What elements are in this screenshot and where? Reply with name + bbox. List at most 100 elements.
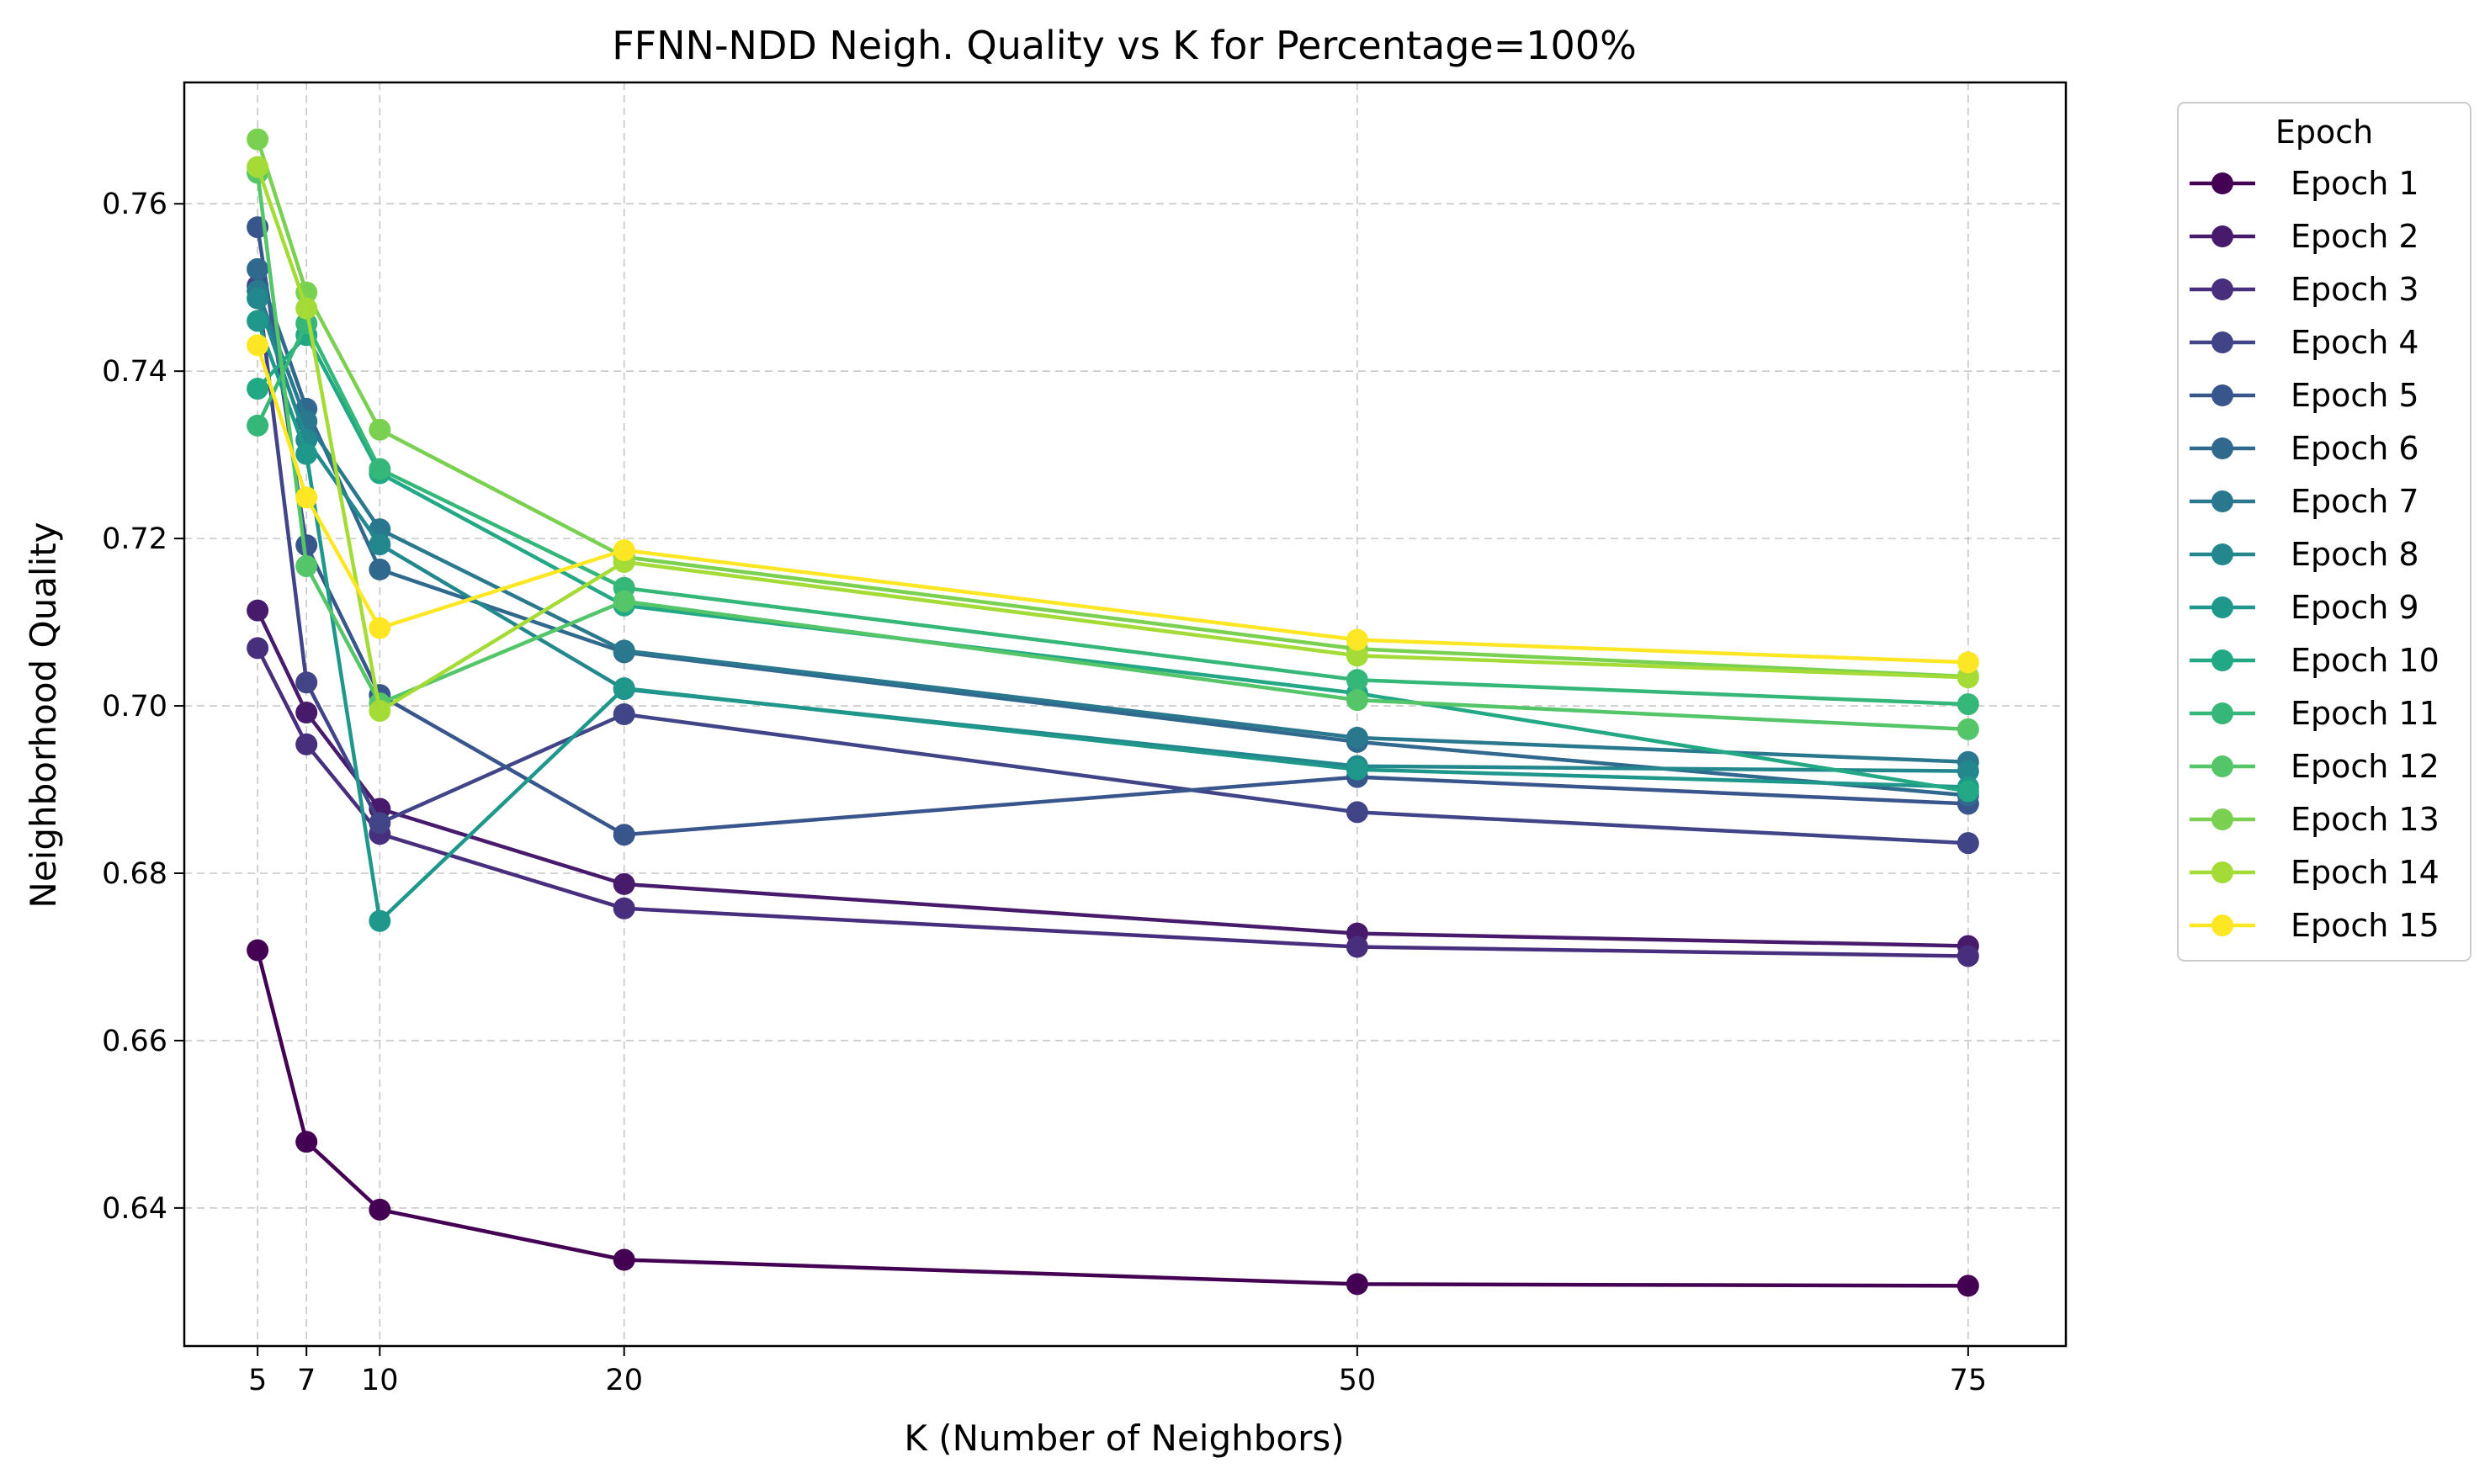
y-tick-label: 0.66	[102, 1025, 167, 1058]
legend-marker	[2211, 861, 2233, 883]
legend-label: Epoch 10	[2291, 642, 2440, 679]
data-point	[1956, 760, 1979, 782]
x-tick-label: 50	[1339, 1364, 1377, 1397]
data-point	[369, 700, 391, 723]
series-lines	[247, 128, 1979, 1297]
data-point	[295, 733, 318, 755]
axis-ticks: 5 7 10 20 50 75 0.64 0.66 0.68 0.70 0.72 0.74 0.76	[102, 188, 1987, 1397]
x-tick-label: 75	[1950, 1364, 1988, 1397]
data-point	[295, 486, 318, 509]
legend-label: Epoch 5	[2291, 377, 2419, 414]
data-point	[613, 539, 635, 562]
plot-area	[183, 81, 2068, 1348]
y-tick-label: 0.64	[102, 1192, 167, 1226]
legend-marker	[2211, 914, 2233, 936]
legend-marker	[2211, 755, 2233, 777]
legend-marker	[2211, 331, 2233, 353]
data-point	[369, 909, 391, 932]
data-point	[1956, 666, 1979, 689]
data-point	[247, 334, 269, 357]
x-tick-label: 7	[297, 1364, 316, 1397]
data-point	[1346, 758, 1368, 781]
legend-marker	[2211, 490, 2233, 512]
data-point	[369, 812, 391, 835]
data-point	[1346, 726, 1368, 749]
series-line	[255, 297, 1968, 773]
y-tick-label: 0.72	[102, 522, 167, 556]
data-point	[613, 703, 635, 725]
data-point	[1956, 651, 1979, 674]
data-point	[613, 590, 635, 612]
legend-label: Epoch 9	[2291, 589, 2419, 626]
series-epoch-3	[247, 637, 1979, 967]
legend-marker	[2211, 702, 2233, 724]
legend-marker	[2211, 278, 2233, 300]
data-point	[1956, 832, 1979, 855]
data-point	[1346, 689, 1368, 712]
legend-item-epoch-9: Epoch 9	[2190, 589, 2419, 626]
y-tick-label: 0.76	[102, 188, 167, 221]
legend-item-epoch-5: Epoch 5	[2190, 377, 2419, 414]
data-point	[369, 617, 391, 639]
data-point	[295, 534, 318, 557]
x-axis-label: K (Number of Neighbors)	[904, 1418, 1344, 1459]
series-line	[256, 321, 1968, 707]
legend-item-epoch-10: Epoch 10	[2190, 642, 2440, 679]
series-line	[255, 320, 1968, 923]
data-point	[1956, 945, 1979, 967]
legend-marker	[2211, 808, 2233, 830]
data-point	[295, 443, 318, 465]
legend-item-epoch-2: Epoch 2	[2190, 218, 2419, 255]
legend-label: Epoch 11	[2291, 695, 2440, 732]
data-point	[247, 257, 269, 280]
data-point	[247, 310, 269, 332]
x-tick-label: 10	[361, 1364, 399, 1397]
legend-item-epoch-1: Epoch 1	[2190, 165, 2419, 202]
legend-item-epoch-14: Epoch 14	[2190, 854, 2440, 891]
x-tick-label: 20	[605, 1364, 643, 1397]
series-line	[255, 166, 1968, 713]
legend-label: Epoch 3	[2291, 271, 2419, 308]
series-line	[255, 268, 1968, 798]
data-point	[295, 702, 318, 724]
x-tick-label: 5	[248, 1364, 267, 1397]
series-line	[255, 949, 1968, 1288]
y-tick-label: 0.68	[102, 857, 167, 891]
legend-label: Epoch 14	[2291, 854, 2440, 891]
legend-box	[2177, 102, 2471, 962]
data-point	[369, 1198, 391, 1221]
series-line	[255, 285, 1968, 845]
legend-item-epoch-12: Epoch 12	[2190, 748, 2440, 785]
legend-label: Epoch 13	[2291, 801, 2440, 838]
data-point	[295, 671, 318, 694]
legend-label: Epoch 4	[2291, 324, 2419, 361]
data-point	[247, 637, 269, 660]
y-tick-label: 0.74	[102, 355, 167, 389]
series-line	[255, 344, 1968, 665]
data-point	[369, 558, 391, 580]
legend-item-epoch-11: Epoch 11	[2190, 695, 2440, 732]
legend-label: Epoch 12	[2291, 748, 2440, 785]
legend-label: Epoch 6	[2291, 430, 2419, 467]
legend-marker	[2211, 437, 2233, 459]
legend-label: Epoch 2	[2291, 218, 2419, 255]
data-point	[369, 458, 391, 480]
data-point	[1956, 718, 1979, 740]
legend-item-epoch-6: Epoch 6	[2190, 430, 2419, 467]
data-point	[613, 639, 635, 662]
series-epoch-11	[247, 312, 1979, 716]
chart-title: FFNN-NDD Neigh. Quality vs K for Percent…	[612, 23, 1637, 68]
legend-marker	[2211, 649, 2233, 671]
legend-label: Epoch 7	[2291, 483, 2419, 520]
legend: Epoch Epoch 1 Epoch 2 Epoch 3 Epoch 4 Epoch …	[2177, 102, 2471, 962]
data-point	[613, 872, 635, 895]
data-point	[247, 287, 269, 310]
legend-marker	[2211, 596, 2233, 618]
legend-label: Epoch 15	[2291, 907, 2440, 944]
legend-item-epoch-7: Epoch 7	[2190, 483, 2419, 520]
series-epoch-9	[247, 310, 1979, 932]
legend-label: Epoch 8	[2291, 536, 2419, 573]
data-point	[1346, 644, 1368, 667]
